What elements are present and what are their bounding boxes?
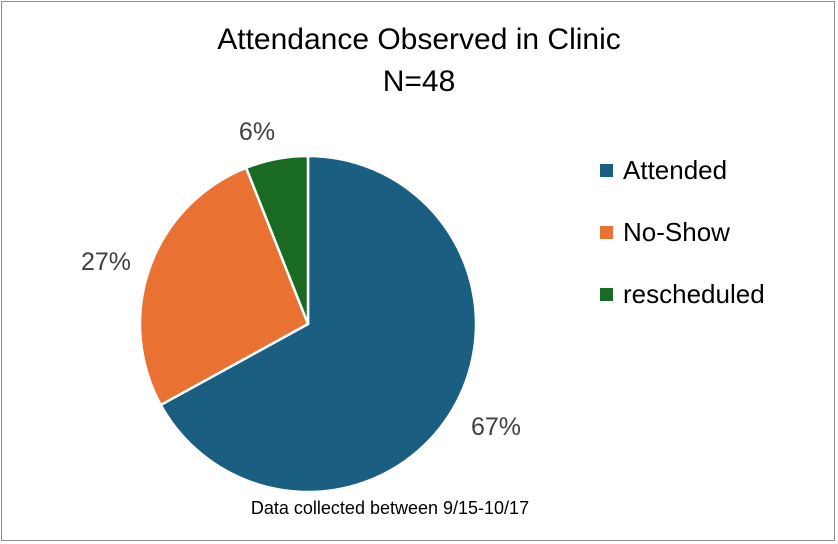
pie-slice-rescheduled — [244, 154, 310, 326]
legend-swatch-no-show — [600, 225, 613, 239]
pie-slice-no-show — [138, 166, 310, 407]
pie-slices — [138, 154, 478, 494]
footnote: Data collected between 9/15-10/17 — [250, 498, 530, 518]
chart-title: Attendance Observed in Clinic — [217, 23, 621, 56]
legend-item-rescheduled: rescheduled — [600, 276, 765, 312]
data-label-rescheduled: 6% — [239, 118, 275, 146]
legend-swatch-rescheduled — [600, 287, 613, 301]
legend: Attended No-Show rescheduled — [600, 152, 765, 338]
legend-label-attended: Attended — [623, 154, 728, 185]
pie-slice-attended — [159, 154, 478, 494]
legend-label-rescheduled: rescheduled — [623, 278, 765, 309]
legend-label-no-show: No-Show — [623, 216, 730, 247]
data-label-no-show: 27% — [81, 248, 131, 276]
chart-subtitle: N=48 — [382, 65, 456, 98]
legend-swatch-attended — [600, 163, 613, 177]
legend-item-attended: Attended — [600, 152, 765, 188]
data-label-attended: 67% — [471, 413, 521, 441]
pie-data-labels: 67% 27% 6% — [81, 118, 521, 441]
legend-item-no-show: No-Show — [600, 214, 765, 250]
